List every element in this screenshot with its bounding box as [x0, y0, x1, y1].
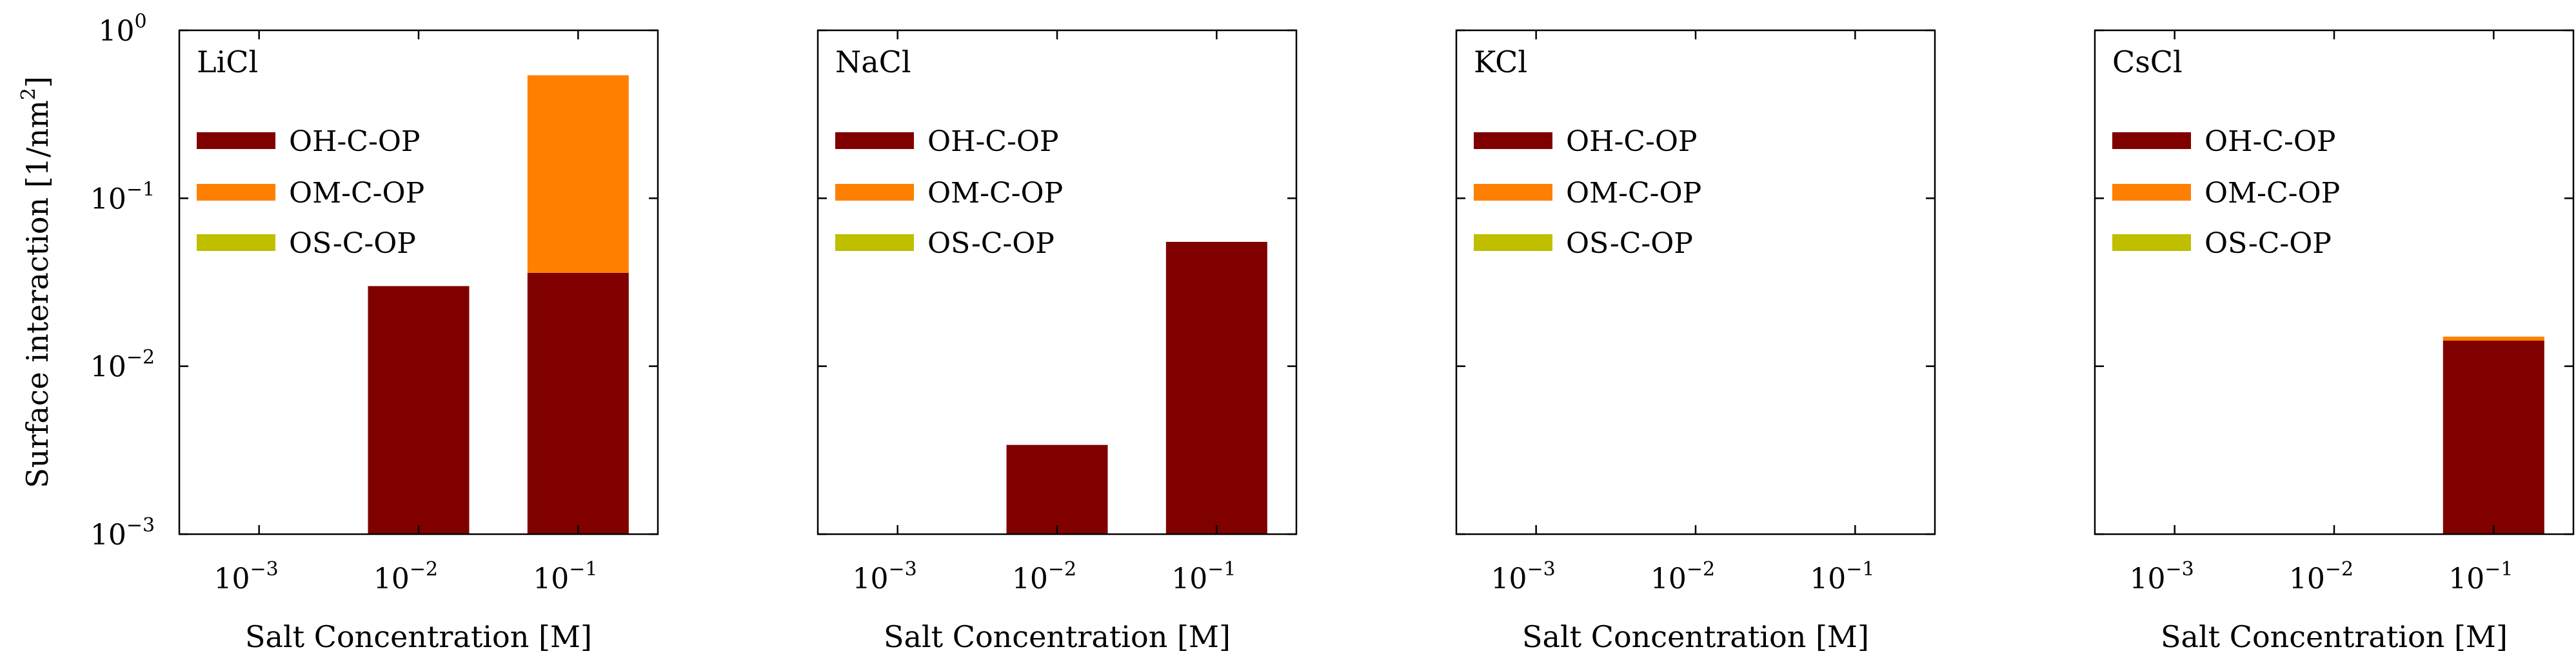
- x-axis-title: Salt Concentration [M]: [245, 619, 592, 654]
- legend-label: OM-C-OP: [2204, 177, 2340, 210]
- bar-oh-c-op-3: [1165, 241, 1267, 534]
- bar-oh-c-op-3: [2442, 341, 2544, 534]
- x-axis-title: Salt Concentration [M]: [1522, 619, 1869, 654]
- panel-title: NaCl: [835, 45, 911, 79]
- x-axis-title: Salt Concentration [M]: [2161, 619, 2508, 654]
- y-tick-label: 100: [98, 10, 146, 48]
- panel-title: LiCl: [197, 45, 258, 79]
- legend-swatch-om-c-op: [1474, 184, 1552, 201]
- plot-frame: [1455, 29, 1936, 535]
- y-tick-label: 10−1: [90, 178, 155, 215]
- x-tick-label: 10−2: [1012, 558, 1076, 595]
- x-tick-label: 10−1: [2448, 558, 2513, 595]
- legend-label: OM-C-OP: [289, 177, 424, 210]
- y-tick-label: 10−3: [90, 514, 155, 552]
- legend-label: OM-C-OP: [1566, 177, 1701, 210]
- panel-licl: 10−3 10−2 10−1 LiCl OH-C-OP OM-C-OP OS-C-OP Sal…: [178, 29, 659, 654]
- bar-om-c-op-3: [2442, 336, 2544, 341]
- legend-swatch-os-c-op: [2112, 234, 2191, 251]
- y-axis: 10−3 10−2 10−1 100 Surface interaction [1/nm…: [17, 10, 155, 552]
- x-tick-label: 10−2: [373, 558, 438, 595]
- legend-swatch-oh-c-op: [2112, 132, 2191, 149]
- legend-label: OH-C-OP: [1566, 125, 1698, 158]
- panel-nacl: 10−3 10−2 10−1 NaCl OH-C-OP OM-C-OP OS-C-OP Sal…: [817, 29, 1298, 654]
- legend-label: OH-C-OP: [2204, 125, 2336, 158]
- legend-label: OS-C-OP: [2204, 227, 2332, 260]
- legend-swatch-om-c-op: [835, 184, 914, 201]
- x-tick-label: 10−2: [1650, 558, 1715, 595]
- legend-swatch-os-c-op: [1474, 234, 1552, 251]
- legend-label: OH-C-OP: [927, 125, 1059, 158]
- legend-swatch-oh-c-op: [1474, 132, 1552, 149]
- legend-swatch-oh-c-op: [835, 132, 914, 149]
- legend-swatch-os-c-op: [835, 234, 914, 251]
- panel-kcl: 10−3 10−2 10−1 KCl OH-C-OP OM-C-OP OS-C-OP Salt…: [1455, 29, 1936, 654]
- x-tick-label: 10−3: [2130, 558, 2194, 595]
- x-tick-label: 10−1: [1171, 558, 1236, 595]
- legend-label: OS-C-OP: [1566, 227, 1693, 260]
- legend-label: OM-C-OP: [927, 177, 1063, 210]
- legend-swatch-om-c-op: [2112, 184, 2191, 201]
- legend-label: OH-C-OP: [289, 125, 421, 158]
- x-tick-label: 10−2: [2289, 558, 2353, 595]
- x-tick-label: 10−3: [853, 558, 917, 595]
- panel-title: KCl: [1474, 45, 1527, 79]
- legend-label: OS-C-OP: [927, 227, 1055, 260]
- x-axis-title: Salt Concentration [M]: [884, 619, 1231, 654]
- legend-label: OS-C-OP: [289, 227, 416, 260]
- bar-oh-c-op-2: [1006, 444, 1108, 534]
- bar-oh-c-op-2: [368, 286, 470, 534]
- x-tick-label: 10−3: [1491, 558, 1556, 595]
- x-tick-label: 10−1: [533, 558, 597, 595]
- legend-swatch-oh-c-op: [197, 132, 275, 149]
- y-axis-title: Surface interaction [1/nm2]: [17, 76, 55, 488]
- y-tick-label: 10−2: [90, 346, 155, 384]
- x-tick-label: 10−3: [214, 558, 279, 595]
- x-tick-label: 10−1: [1810, 558, 1874, 595]
- panel-title: CsCl: [2112, 45, 2183, 79]
- legend-swatch-om-c-op: [197, 184, 275, 201]
- panel-cscl: 10−3 10−2 10−1 CsCl OH-C-OP OM-C-OP OS-C-OP Sal…: [2094, 29, 2575, 654]
- legend-swatch-os-c-op: [197, 234, 275, 251]
- bar-om-c-op-3: [527, 75, 629, 273]
- bar-oh-c-op-3: [527, 272, 629, 534]
